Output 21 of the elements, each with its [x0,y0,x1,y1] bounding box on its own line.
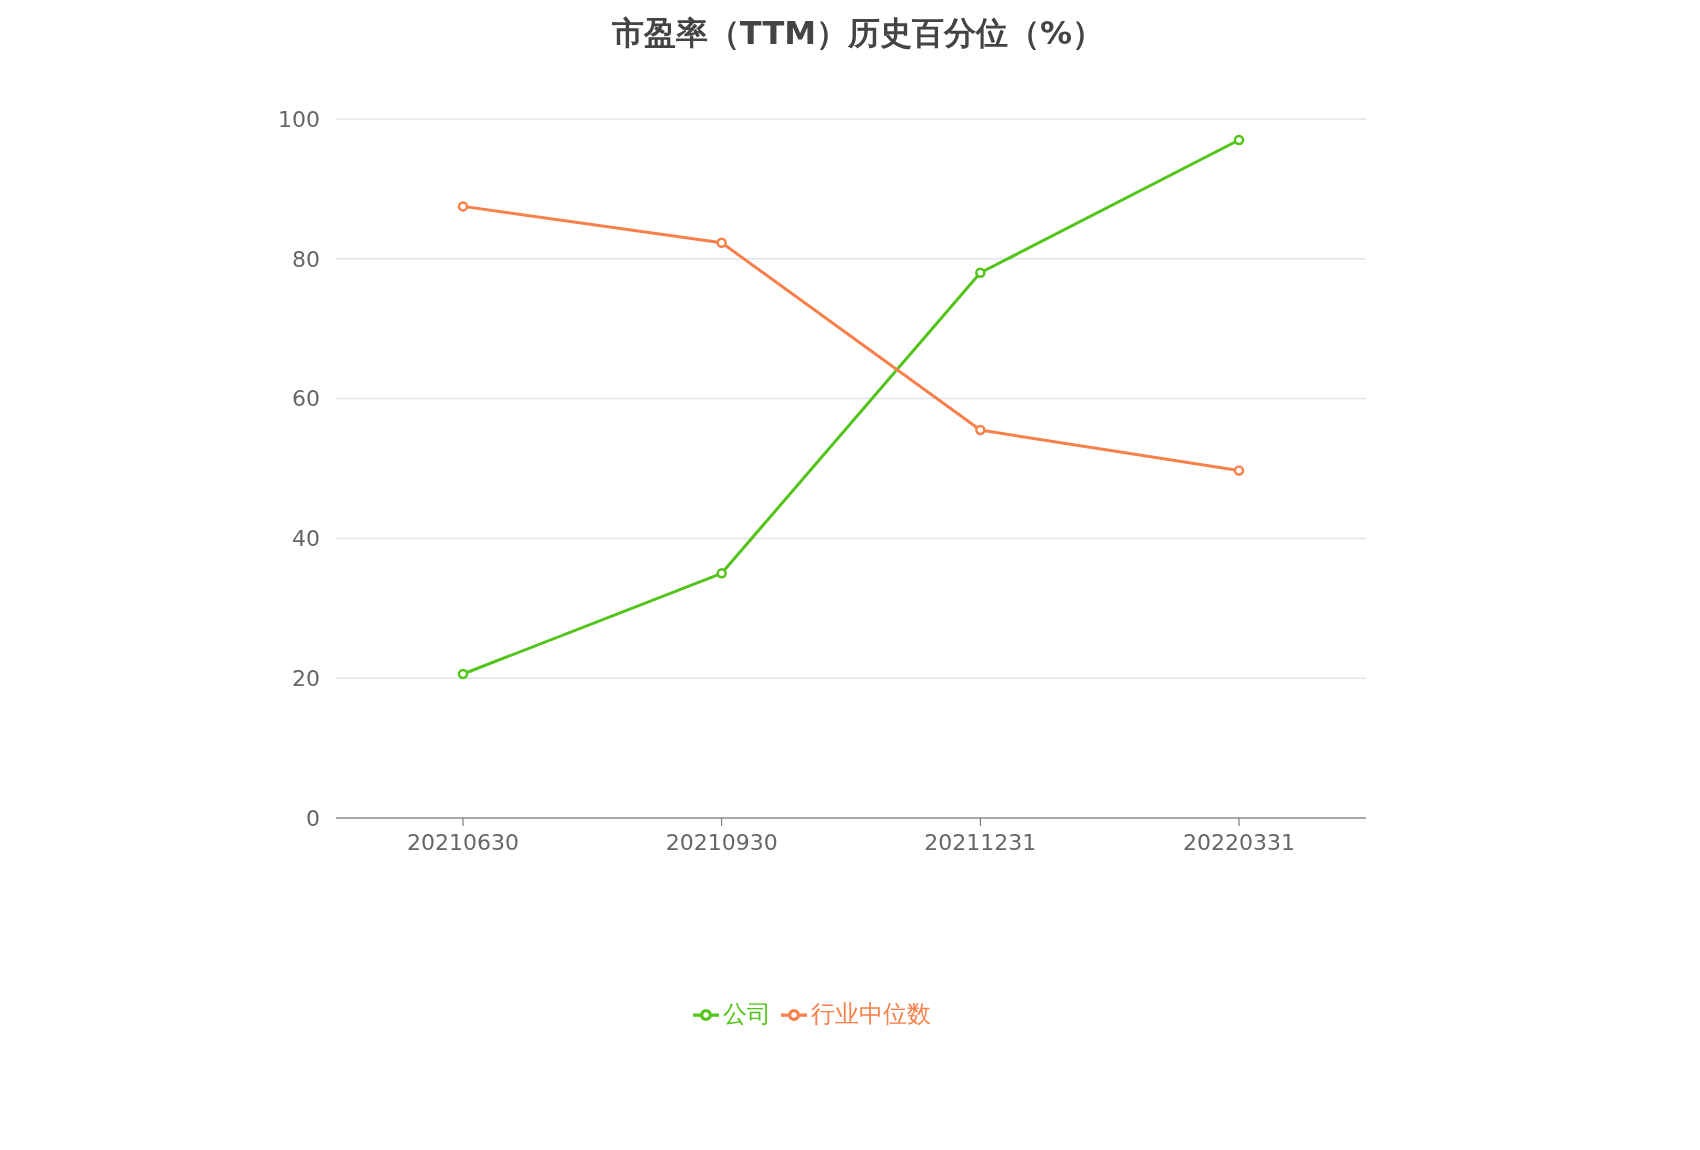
y-tick-label: 80 [292,246,320,272]
y-tick-label: 60 [292,386,320,412]
x-tick-label: 20210630 [407,829,519,855]
legend-label: 公司 [723,1000,771,1028]
y-tick-label: 20 [292,666,320,692]
legend-label: 行业中位数 [811,1000,931,1028]
x-tick-label: 20220331 [1183,829,1295,855]
x-tick-label: 20210930 [665,829,778,855]
y-tick-label: 0 [306,805,320,831]
point [975,424,986,436]
y-tick-label: 40 [292,526,320,552]
point [716,568,727,579]
point [1233,465,1245,476]
y-tick-label: 100 [278,106,320,132]
chart-title: 市盈率（TTM）历史百分位（%） [610,13,1106,54]
point [457,668,469,680]
point [457,201,469,212]
point [1233,134,1245,146]
point [975,267,986,279]
x-tick-label: 20211231 [924,829,1037,855]
point [716,237,727,248]
